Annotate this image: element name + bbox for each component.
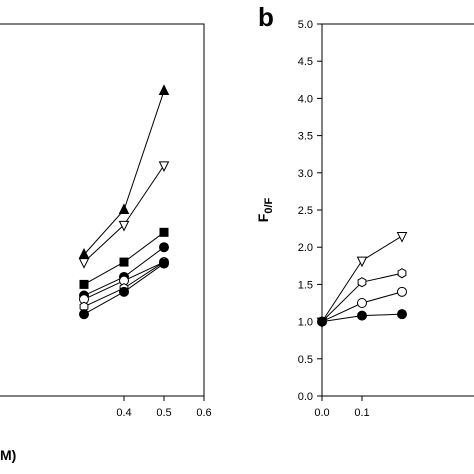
left-series-0-point [158,84,170,95]
right-x-tick-label: 0.0 [314,407,329,419]
right-y-tick-label: 3.5 [298,131,313,143]
panel-b-letter: b [258,2,274,32]
right-y-tick-label: 4.5 [298,56,313,68]
right-y-tick-label: 4.0 [298,93,313,105]
left-series-1-point [78,258,90,269]
left-series-0-point [118,203,130,214]
right-series-3-point [397,309,407,320]
right-y-tick-label: 1.5 [298,279,313,291]
left-series-1-point [158,161,170,172]
right-chart-panel-b: b 0.0 0.5 1.0 1.5 2.0 2.5 3.0 3.5 4.0 4.5 5.0 0.0 0.1… [255,2,474,419]
right-y-tick-label: 5.0 [298,19,313,31]
right-y-axis-label-main: F [255,213,271,222]
right-series-0-point [356,256,368,268]
right-y-tick-label: 0.0 [298,391,313,403]
left-series-3-point [159,242,169,253]
left-series-1-point [118,220,130,232]
right-series-2-point [397,286,407,297]
right-series-1-point [357,277,367,288]
left-series-2-point [159,227,169,237]
right-series-3-point [317,316,327,327]
right-y-tick-label: 2.0 [298,242,313,254]
left-x-axis-label-fragment: M) [0,447,16,463]
right-y-axis-label-subscript: 0/F [263,197,275,213]
left-x-tick-label: 0.5 [156,407,171,419]
left-x-tick-label: 0.4 [116,407,131,419]
left-plot-frame [0,23,205,397]
left-series-6-point [159,258,169,269]
right-y-tick-label: 3.0 [298,168,313,180]
right-series-1-point [397,268,407,279]
left-series-6-point [79,309,89,320]
right-series-3-point [357,310,367,321]
left-series-2-point [119,257,129,267]
right-series-2-point [357,298,367,308]
right-plot-frame [321,23,474,397]
right-series-0-point [396,232,408,243]
right-y-tick-label: 1.0 [298,317,313,329]
right-y-tick-label: 2.5 [298,205,313,217]
right-y-tick-label: 0.5 [298,354,313,366]
left-series-6-point [119,286,129,297]
right-x-tick-label: 0.1 [354,407,369,419]
left-chart-panel: 0.4 0.5 0.6 M) [0,23,212,463]
right-y-axis-label: F0/F [255,197,275,222]
left-x-tick-label: 0.6 [196,407,211,419]
left-series-2-point [79,279,89,289]
